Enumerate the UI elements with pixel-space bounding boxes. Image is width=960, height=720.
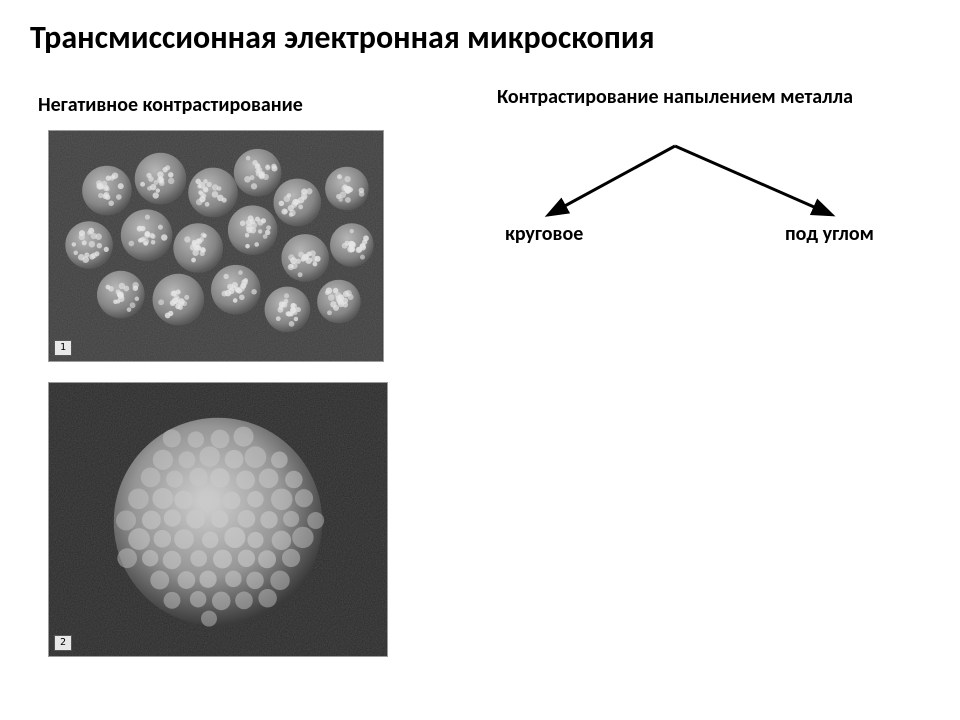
slide-title: Трансмиссионная электронная микроскопия <box>30 18 655 57</box>
micrograph-1-svg <box>49 131 383 361</box>
micrograph-2-number: 2 <box>54 635 72 651</box>
arrow-left <box>550 146 675 214</box>
branch-right-label: под углом <box>785 222 874 246</box>
branch-left-label: круговое <box>505 222 583 246</box>
micrograph-2-svg <box>49 383 387 656</box>
branch-arrows <box>500 140 880 230</box>
arrow-right <box>675 146 830 214</box>
micrograph-1: 1 <box>48 130 384 362</box>
micrograph-1-number: 1 <box>54 340 72 356</box>
micrograph-2: 2 <box>48 382 388 657</box>
right-section-label: Контрастирование напылением металла <box>485 85 865 110</box>
left-section-label: Негативное контрастирование <box>38 93 303 117</box>
